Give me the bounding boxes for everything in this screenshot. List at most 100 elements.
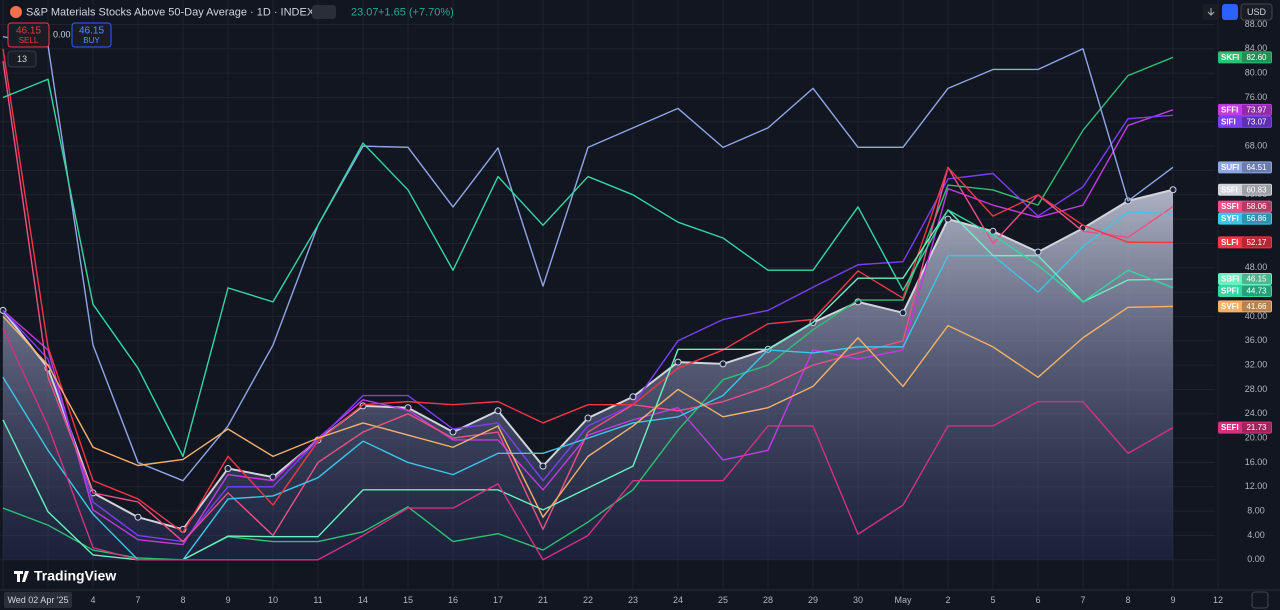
x-tick-label: 24: [673, 595, 683, 605]
last-value-label: 60.83: [1246, 185, 1267, 194]
last-value-inner: [1242, 286, 1271, 297]
indicator-count: 13: [17, 54, 27, 64]
x-tick-label: 5: [990, 595, 995, 605]
last-price: 23.07: [351, 6, 379, 18]
y-tick-label: 24.00: [1245, 408, 1268, 418]
last-value-box: [1218, 200, 1272, 213]
series-name: SBFI: [1221, 275, 1239, 284]
last-value-label: 52.17: [1246, 238, 1267, 247]
axes: 0.004.008.0012.0016.0020.0024.0028.0032.…: [4, 19, 1269, 609]
last-value-label: 73.97: [1246, 105, 1267, 114]
last-value-label: 73.07: [1246, 117, 1267, 126]
x-tick-label: 2: [945, 595, 950, 605]
x-tick-label: 30: [853, 595, 863, 605]
last-value-box: [1218, 183, 1272, 196]
last-value-inner: [1242, 162, 1271, 173]
point-marker: [224, 465, 232, 473]
series-name: SVFI: [1221, 302, 1239, 311]
point-marker: [494, 407, 502, 415]
price-change: +1.65 (+7.70%): [378, 6, 454, 18]
series-line: [2, 114, 1174, 543]
y-tick-label: 16.00: [1245, 457, 1268, 467]
sell-button[interactable]: [7, 22, 50, 48]
series-name: SEFI: [1221, 423, 1239, 432]
point-marker: [944, 215, 952, 223]
indicators-toggle[interactable]: [7, 50, 37, 68]
last-value-box: [1218, 300, 1272, 313]
series-name: SIFI: [1221, 117, 1236, 126]
last-value-label: 58.06: [1246, 202, 1267, 211]
x-tick-label: 15: [403, 595, 413, 605]
settings-button: [1251, 591, 1269, 609]
last-value-box: [1218, 285, 1272, 298]
symbol-title[interactable]: S&P Materials Stocks Above 50-Day Averag…: [26, 6, 315, 18]
last-value-inner: [1242, 301, 1271, 312]
spread: 0.00: [53, 29, 71, 39]
x-tick-label: 12: [1213, 595, 1223, 605]
last-value-inner: [1242, 213, 1271, 224]
buy-button[interactable]: [71, 22, 112, 48]
currency-button[interactable]: [1240, 3, 1273, 21]
last-value-label: 44.73: [1246, 287, 1267, 296]
last-value-labels: SKFI 82.60 SFFI 73.97 SIFI 73.07 SUFI 64.51 S5FI…: [1218, 51, 1272, 434]
x-tick-label: May: [894, 595, 912, 605]
y-tick-label: 48.00: [1245, 262, 1268, 272]
point-marker: [674, 358, 682, 366]
last-value-inner: [1242, 104, 1271, 115]
y-tick-label: 32.00: [1245, 360, 1268, 370]
last-value-label: 64.51: [1246, 163, 1267, 172]
last-value-box: [1218, 236, 1272, 249]
last-value-inner: [1242, 116, 1271, 127]
symbol-logo: [10, 6, 22, 18]
x-tick-label: 10: [268, 595, 278, 605]
point-marker: [719, 360, 727, 368]
series-name: SSFI: [1221, 202, 1239, 211]
currency: USD: [1247, 7, 1267, 17]
last-value-label: 46.15: [1246, 275, 1267, 284]
series-line: [2, 78, 1174, 458]
last-value-box: [1218, 212, 1272, 225]
x-tick-label: 9: [1170, 595, 1175, 605]
series-name: S5FI: [1221, 185, 1238, 194]
y-tick-label: 68.00: [1245, 141, 1268, 151]
event-badge[interactable]: [312, 5, 336, 19]
series-line: [2, 209, 1174, 561]
last-value-box: [1218, 51, 1272, 64]
tv-logo-text: TradingView: [34, 568, 116, 584]
y-tick-label: 76.00: [1245, 92, 1268, 102]
last-value-box: [1218, 161, 1272, 174]
x-tick-label: Wed 02 Apr '25: [7, 595, 68, 605]
y-tick-label: 80.00: [1245, 68, 1268, 78]
y-tick-label: 0.00: [1247, 554, 1265, 564]
x-tick-label: 25: [718, 595, 728, 605]
x-tick-label: 14: [358, 595, 368, 605]
download-icon: [1207, 8, 1215, 16]
y-tick-label: 4.00: [1247, 530, 1265, 540]
x-tick-label: 11: [313, 595, 322, 605]
buy-label: BUY: [83, 36, 100, 45]
series-name: SFFI: [1221, 105, 1238, 114]
point-marker: [899, 309, 907, 317]
last-value-inner: [1242, 52, 1271, 63]
x-tick-label: 7: [1080, 595, 1085, 605]
series-line: [2, 35, 1174, 482]
series-line: [2, 60, 1174, 543]
y-tick-label: 8.00: [1247, 506, 1265, 516]
y-tick-label: 28.00: [1245, 384, 1268, 394]
x-tick-label: 16: [448, 595, 458, 605]
x-tick-label: 4: [90, 595, 95, 605]
y-tick-label: 88.00: [1245, 19, 1268, 29]
last-value-label: 56.86: [1246, 214, 1267, 223]
last-value-inner: [1242, 201, 1271, 212]
x-tick-label: 17: [493, 595, 503, 605]
y-tick-label: 36.00: [1245, 335, 1268, 345]
x-tick-label: 23: [628, 595, 638, 605]
y-tick-label: 40.00: [1245, 311, 1268, 321]
last-value-label: 82.60: [1246, 53, 1267, 62]
point-marker: [1034, 248, 1042, 256]
last-value-inner: [1242, 274, 1271, 285]
x-tick-label: 8: [1125, 595, 1130, 605]
tv-logo-icon: [14, 571, 29, 582]
sync-button[interactable]: [1222, 4, 1238, 20]
last-value-inner: [1242, 237, 1271, 248]
